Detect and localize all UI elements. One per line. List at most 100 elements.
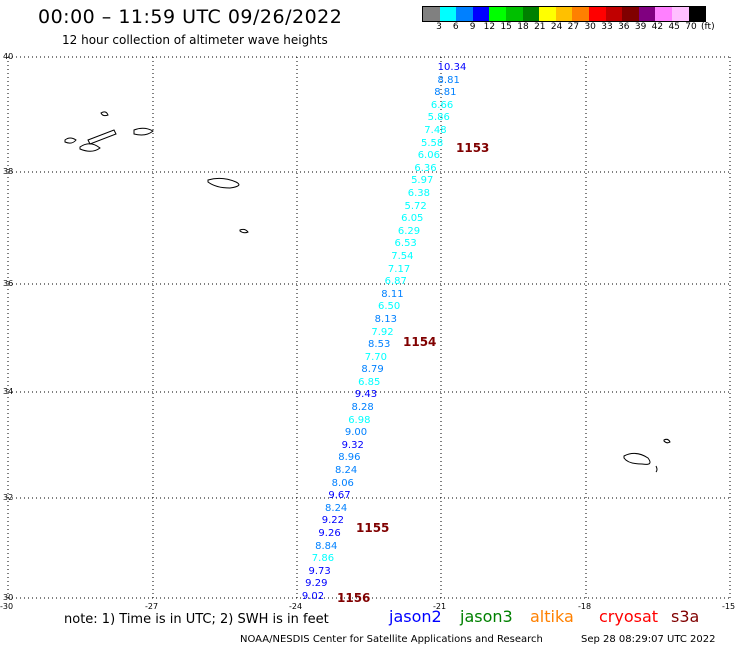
wave-height-value: 9.43 (354, 389, 378, 401)
colorbar-swatch (439, 7, 457, 21)
wave-height-value: 8.53 (368, 339, 391, 351)
azores-island (239, 228, 249, 234)
azores-island (87, 129, 117, 145)
colorbar-swatch (588, 7, 606, 21)
wave-height-value: 5.86 (427, 112, 450, 124)
colorbar-label: 12 (483, 22, 496, 32)
latitude-label: 36 (3, 279, 14, 288)
satellite-name: jason3 (460, 607, 513, 626)
wave-height-value: 8.13 (374, 313, 397, 325)
colorbar-label: 27 (567, 22, 580, 32)
wave-height-value: 7.48 (424, 124, 447, 136)
colorbar-label: 70 (685, 22, 697, 32)
satellite-name: s3a (671, 607, 700, 626)
island-outlines (64, 111, 671, 473)
colorbar-label: 6 (452, 22, 459, 32)
longitude-label: -15 (722, 602, 736, 611)
colorbar-label: 21 (534, 22, 546, 32)
wave-height-value: 6.06 (417, 150, 440, 162)
wave-height-value: 7.70 (364, 351, 388, 363)
colorbar-swatch (505, 7, 523, 21)
wave-height-value: 6.98 (348, 414, 371, 426)
colorbar-label: 39 (634, 22, 647, 32)
colorbar-swatch (655, 7, 672, 21)
latitude-label: 40 (3, 52, 14, 61)
madeira-island (623, 452, 651, 465)
wave-height-value: 8.79 (361, 364, 384, 376)
longitude-label: -30 (0, 602, 14, 611)
wave-height-value: 9.26 (318, 528, 341, 540)
wave-height-value: 7.54 (391, 250, 414, 262)
wave-height-value: 7.92 (371, 326, 394, 338)
wave-height-value: 9.02 (301, 591, 325, 602)
colorbar-swatch (638, 7, 656, 21)
wave-height-value: 9.73 (308, 565, 331, 577)
wave-height-value: 8.24 (334, 465, 358, 477)
colorbar-swatch (688, 7, 706, 21)
color-scale-legend (422, 6, 707, 22)
colorbar-label: 3 (436, 22, 442, 32)
colorbar-label: (ft) (701, 22, 715, 32)
colorbar-label: 42 (651, 22, 664, 32)
wave-height-value: 8.11 (381, 288, 404, 300)
colorbar-label: 9 (469, 22, 476, 32)
colorbar-swatch (605, 7, 623, 21)
colorbar-label: 15 (500, 22, 512, 32)
wave-height-value: 8.96 (338, 452, 361, 464)
latitude-label: 30 (3, 593, 14, 602)
azores-island (207, 177, 240, 189)
wave-height-value: 6.36 (414, 162, 437, 174)
chart-title: 00:00 – 11:59 UTC 09/26/2022 (38, 6, 343, 28)
colorbar-label: 45 (668, 22, 680, 32)
azores-island (64, 137, 77, 144)
colorbar-label: 30 (584, 22, 596, 32)
wave-height-value: 9.32 (341, 439, 364, 451)
wave-height-value: 6.66 (430, 99, 454, 111)
longitude-label: -27 (145, 602, 159, 611)
pass-number-label: 1153 (456, 141, 490, 155)
latitude-label: 32 (3, 493, 14, 502)
colorbar-swatch (572, 7, 589, 21)
wave-height-value: 7.86 (311, 553, 335, 565)
azores-island (100, 111, 109, 117)
satellite-name: jason2 (389, 607, 442, 626)
azores-island (79, 143, 101, 152)
wave-height-value: 6.29 (397, 225, 421, 237)
units-note: note: 1) Time is in UTC; 2) SWH is in fe… (64, 612, 329, 627)
longitude-label: -24 (289, 602, 303, 611)
longitude-label: -18 (578, 602, 592, 611)
colorbar-label: 36 (618, 22, 630, 32)
colorbar-swatch (423, 7, 440, 21)
madeira-island (655, 465, 658, 473)
wave-height-value: 5.97 (411, 175, 434, 187)
wave-height-value: 8.24 (325, 502, 348, 514)
lat-lon-grid (7, 56, 731, 599)
colorbar-swatch (622, 7, 639, 21)
wave-height-value: 6.38 (407, 187, 431, 199)
colorbar-swatch (489, 7, 506, 21)
colorbar-label: 33 (601, 22, 613, 32)
pass-number-label: 1156 (337, 591, 371, 605)
colorbar-swatch (671, 7, 689, 21)
wave-height-value: 10.34 (437, 62, 467, 73)
wave-height-value: 8.28 (351, 402, 374, 414)
longitude-label: -21 (433, 602, 447, 611)
wave-height-value: 8.84 (315, 540, 338, 552)
wave-height-value: 6.05 (401, 213, 424, 225)
source-credit: NOAA/NESDIS Center for Satellite Applica… (240, 634, 543, 645)
chart-subtitle: 12 hour collection of altimeter wave hei… (62, 33, 328, 47)
latitude-label: 38 (3, 167, 14, 176)
wave-height-value: 6.53 (394, 238, 417, 250)
wave-height-value: 6.87 (384, 276, 407, 288)
colorbar-swatch (539, 7, 556, 21)
wave-height-value: 9.00 (344, 427, 368, 439)
wave-height-value: 9.22 (321, 515, 344, 527)
pass-number-label: 1155 (356, 521, 390, 535)
wave-height-value: 8.06 (331, 477, 354, 489)
madeira-island (663, 438, 671, 444)
satellite-name: altika (530, 607, 574, 626)
wave-height-value: 6.85 (358, 376, 381, 388)
azores-island (133, 127, 154, 136)
wave-height-value: 5.58 (421, 137, 444, 149)
